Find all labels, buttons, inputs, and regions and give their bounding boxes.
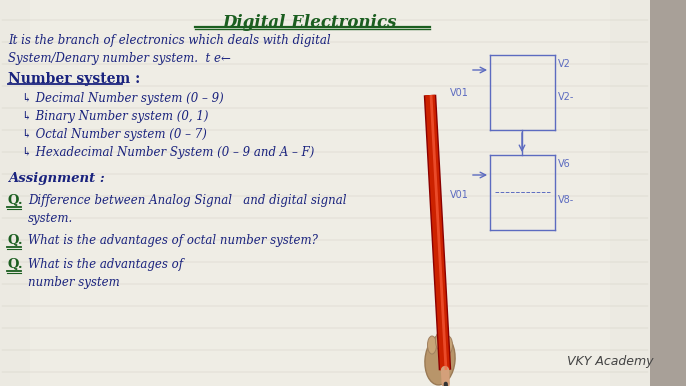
Text: What is the advantages of octal number system?: What is the advantages of octal number s… — [28, 234, 318, 247]
Text: number system: number system — [28, 276, 120, 289]
Text: Q.: Q. — [8, 234, 23, 247]
Text: ↳ Octal Number system (0 – 7): ↳ Octal Number system (0 – 7) — [22, 128, 207, 141]
Bar — [30, 0, 610, 386]
Text: Difference between Analog Signal   and digital signal: Difference between Analog Signal and dig… — [28, 194, 346, 207]
Text: ↳ Binary Number system (0, 1): ↳ Binary Number system (0, 1) — [22, 110, 209, 123]
Text: V8-: V8- — [558, 195, 574, 205]
Text: V6: V6 — [558, 159, 571, 169]
Text: ↳ Hexadecimal Number System (0 – 9 and A – F): ↳ Hexadecimal Number System (0 – 9 and A… — [22, 146, 314, 159]
Text: System/Denary number system.  t e←: System/Denary number system. t e← — [8, 52, 231, 65]
Text: Digital Electronics: Digital Electronics — [223, 14, 397, 31]
Text: V01: V01 — [450, 88, 469, 98]
Text: V2: V2 — [558, 59, 571, 69]
Text: V2-: V2- — [558, 92, 574, 102]
Ellipse shape — [425, 335, 455, 385]
Text: ↳ Decimal Number system (0 – 9): ↳ Decimal Number system (0 – 9) — [22, 92, 224, 105]
Text: Assignment :: Assignment : — [8, 172, 105, 185]
Text: Q.: Q. — [8, 194, 23, 207]
Ellipse shape — [444, 336, 453, 354]
Ellipse shape — [436, 332, 445, 350]
Text: What is the advantages of: What is the advantages of — [28, 258, 183, 271]
Text: It is the branch of electronics which deals with digital: It is the branch of electronics which de… — [8, 34, 331, 47]
Text: Q.: Q. — [8, 258, 23, 271]
Bar — [650, 0, 686, 386]
Text: VKY Academy: VKY Academy — [567, 356, 653, 369]
Text: V01: V01 — [450, 190, 469, 200]
Text: system.: system. — [28, 212, 73, 225]
Text: Number system :: Number system : — [8, 72, 140, 86]
Ellipse shape — [427, 336, 436, 354]
